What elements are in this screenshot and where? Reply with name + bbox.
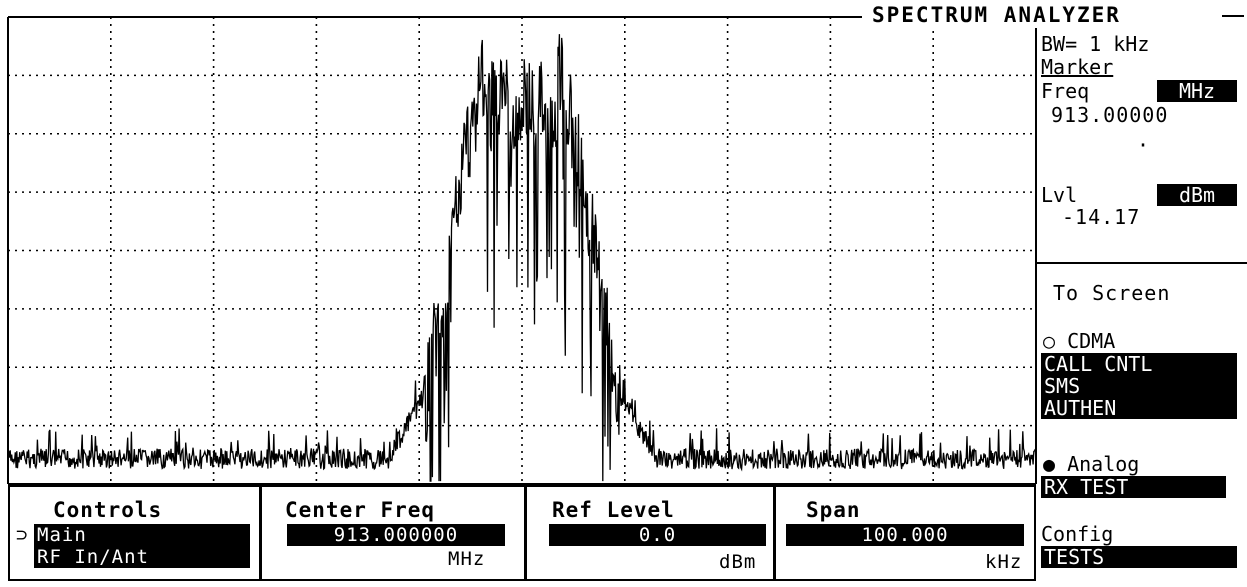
controls-rf-in-ant[interactable]: RF In/Ant	[34, 546, 250, 568]
cdma-call-cntl[interactable]: CALL CNTL	[1041, 353, 1237, 375]
center-freq-unit: MHz	[448, 548, 486, 570]
marker-level-unit[interactable]: dBm	[1157, 184, 1237, 206]
config-label: Config	[1041, 522, 1114, 546]
marker-freq-label: Freq	[1041, 79, 1090, 103]
marker-freq-unit[interactable]: MHz	[1157, 80, 1237, 102]
title-rule	[1222, 15, 1244, 17]
cdma-radio[interactable]: ○ CDMA	[1043, 330, 1115, 352]
config-tests[interactable]: TESTS	[1041, 546, 1237, 568]
radio-filled-icon: ●	[1043, 452, 1056, 476]
analog-rx-test[interactable]: RX TEST	[1041, 476, 1226, 498]
cdma-authen[interactable]: AUTHEN	[1041, 397, 1237, 419]
spectrum-trace	[7, 34, 1037, 482]
span-value[interactable]: 100.000	[786, 524, 1024, 546]
center-freq-value[interactable]: 913.000000	[287, 524, 505, 546]
center-freq-title: Center Freq	[285, 498, 436, 522]
analog-label: Analog	[1067, 452, 1140, 476]
to-screen-heading: To Screen	[1053, 281, 1171, 305]
radio-empty-icon: ○	[1043, 329, 1056, 353]
marker-heading: Marker	[1041, 55, 1114, 79]
span-title: Span	[806, 498, 861, 522]
cdma-sms[interactable]: SMS	[1041, 375, 1237, 397]
ref-level-value[interactable]: 0.0	[549, 524, 766, 546]
ref-level-title: Ref Level	[552, 498, 675, 522]
screen-title: SPECTRUM ANALYZER	[868, 2, 1125, 28]
controls-cursor-icon: ⊃	[16, 524, 29, 546]
controls-title: Controls	[53, 498, 163, 522]
analog-radio[interactable]: ● Analog	[1043, 453, 1139, 475]
controls-main[interactable]: Main	[34, 524, 250, 546]
marker-level-label: Lvl	[1041, 183, 1078, 207]
ref-level-unit: dBm	[719, 551, 757, 573]
marker-level-value: -14.17	[1062, 205, 1141, 229]
cdma-label: CDMA	[1067, 329, 1116, 353]
marker-dot-icon: ·	[1137, 133, 1150, 157]
right-panel-divider	[1036, 262, 1247, 264]
marker-freq-value: 913.00000	[1051, 103, 1169, 127]
span-unit: kHz	[985, 551, 1023, 573]
bandwidth-readout: BW= 1 kHz	[1041, 32, 1150, 56]
graticule	[8, 17, 1036, 484]
